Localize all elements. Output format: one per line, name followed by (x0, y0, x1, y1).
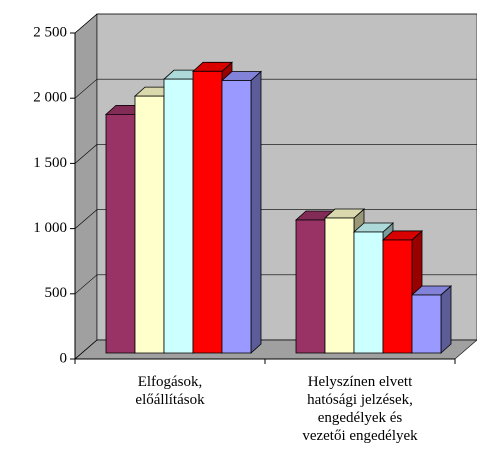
bar (410, 285, 453, 354)
bar-front (382, 239, 413, 354)
grid-line (74, 274, 98, 295)
bar-front (353, 231, 384, 354)
bar (220, 70, 263, 354)
grid-line (74, 339, 98, 360)
y-tick-label: 500 (45, 285, 68, 301)
bar-front (192, 70, 223, 354)
y-tick-label: 1 500 (33, 155, 67, 171)
bar-side (250, 70, 262, 354)
side-wall (74, 13, 98, 360)
grid-line (74, 209, 98, 229)
bar-front (134, 95, 165, 354)
bar-front (163, 78, 194, 354)
bar-front (295, 219, 326, 354)
y-tick-label: 1 000 (33, 220, 67, 236)
bar-front (324, 217, 355, 354)
bar-front (105, 113, 136, 354)
y-tick-label: 2 000 (33, 90, 67, 106)
bar-front (411, 294, 442, 354)
grid-line (74, 144, 98, 164)
bar-side (440, 285, 452, 354)
y-tick-label: 2 500 (33, 24, 67, 40)
x-tick-label: Helyszínen elvett hatósági jelzések, eng… (302, 374, 418, 444)
y-tick-label: 0 (60, 350, 68, 366)
x-tick-label: Elfogások, előállítások (135, 374, 205, 408)
grid-line (74, 78, 98, 99)
grid-line (74, 13, 98, 34)
bar-front (221, 80, 252, 354)
